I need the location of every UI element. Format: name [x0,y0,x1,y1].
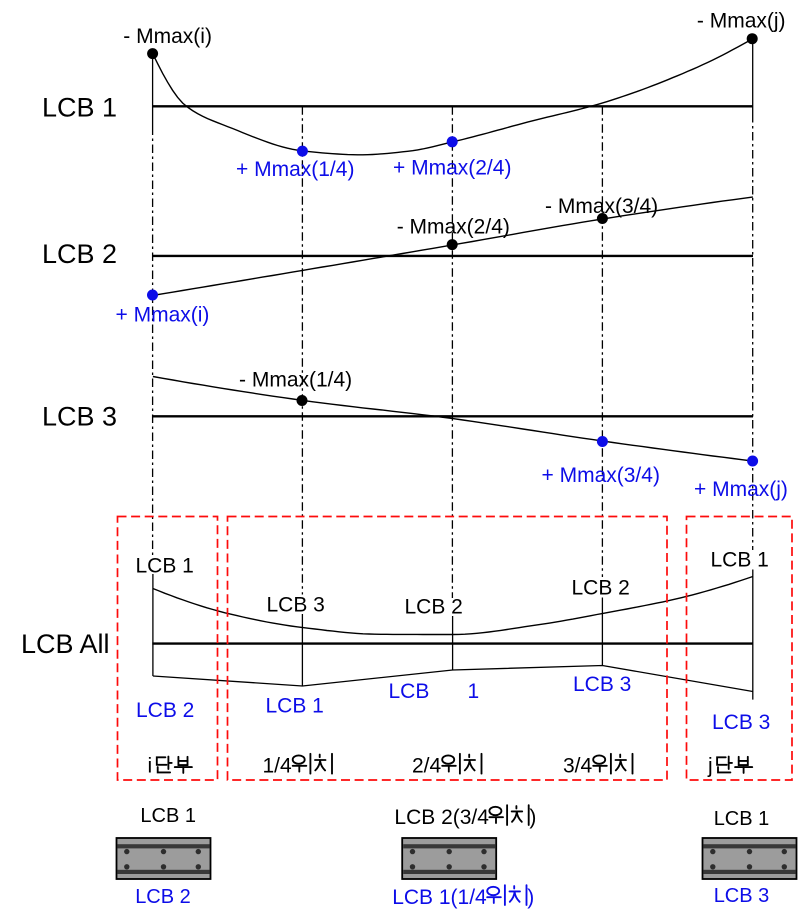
svg-text:LCB 2: LCB 2 [405,596,463,619]
svg-text:LCB 2: LCB 2 [136,699,194,722]
svg-text:LCB All: LCB All [21,629,110,659]
svg-text:LCB 2: LCB 2 [572,577,630,600]
svg-text:i: i [148,755,153,778]
svg-text:1/4: 1/4 [263,755,293,778]
svg-text:3/4: 3/4 [563,755,593,778]
svg-text:LCB: LCB [389,680,430,703]
svg-text:LCB 1: LCB 1 [266,695,324,718]
svg-text:+ Mmax(3/4): + Mmax(3/4) [542,464,660,487]
svg-text:- Mmax(3/4): - Mmax(3/4) [545,195,658,218]
svg-text:- Mmax(2/4): - Mmax(2/4) [397,216,510,239]
svg-text:LCB 2: LCB 2 [135,886,191,908]
svg-text:LCB 1: LCB 1 [42,93,117,123]
svg-text:LCB 3: LCB 3 [42,402,117,432]
svg-text:LCB 1: LCB 1 [136,555,194,578]
svg-text:j: j [707,755,713,778]
svg-text:LCB 3: LCB 3 [573,673,631,696]
svg-text:): ) [527,886,534,909]
svg-text:+ Mmax(2/4): + Mmax(2/4) [393,156,511,179]
svg-text:LCB 1: LCB 1 [140,805,196,827]
svg-text:+ Mmax(1/4): + Mmax(1/4) [236,158,354,181]
svg-text:LCB 1(1/4: LCB 1(1/4 [392,886,487,909]
svg-text:+ Mmax(j): + Mmax(j) [694,478,788,501]
svg-text:LCB 3: LCB 3 [714,885,770,907]
svg-text:LCB 2: LCB 2 [42,239,117,269]
svg-text:): ) [529,806,536,829]
svg-text:+ Mmax(i): + Mmax(i) [116,304,210,327]
svg-text:LCB 3: LCB 3 [267,594,325,617]
svg-text:- Mmax(i): - Mmax(i) [123,25,212,48]
svg-text:LCB 1: LCB 1 [711,548,769,571]
svg-text:- Mmax(j): - Mmax(j) [697,10,786,33]
svg-text:- Mmax(1/4): - Mmax(1/4) [239,368,352,391]
svg-text:LCB 1: LCB 1 [714,808,770,830]
svg-text:2/4: 2/4 [412,755,442,778]
svg-text:LCB 3: LCB 3 [712,711,770,734]
svg-text:LCB 2(3/4: LCB 2(3/4 [394,806,489,829]
svg-text:1: 1 [468,680,480,703]
